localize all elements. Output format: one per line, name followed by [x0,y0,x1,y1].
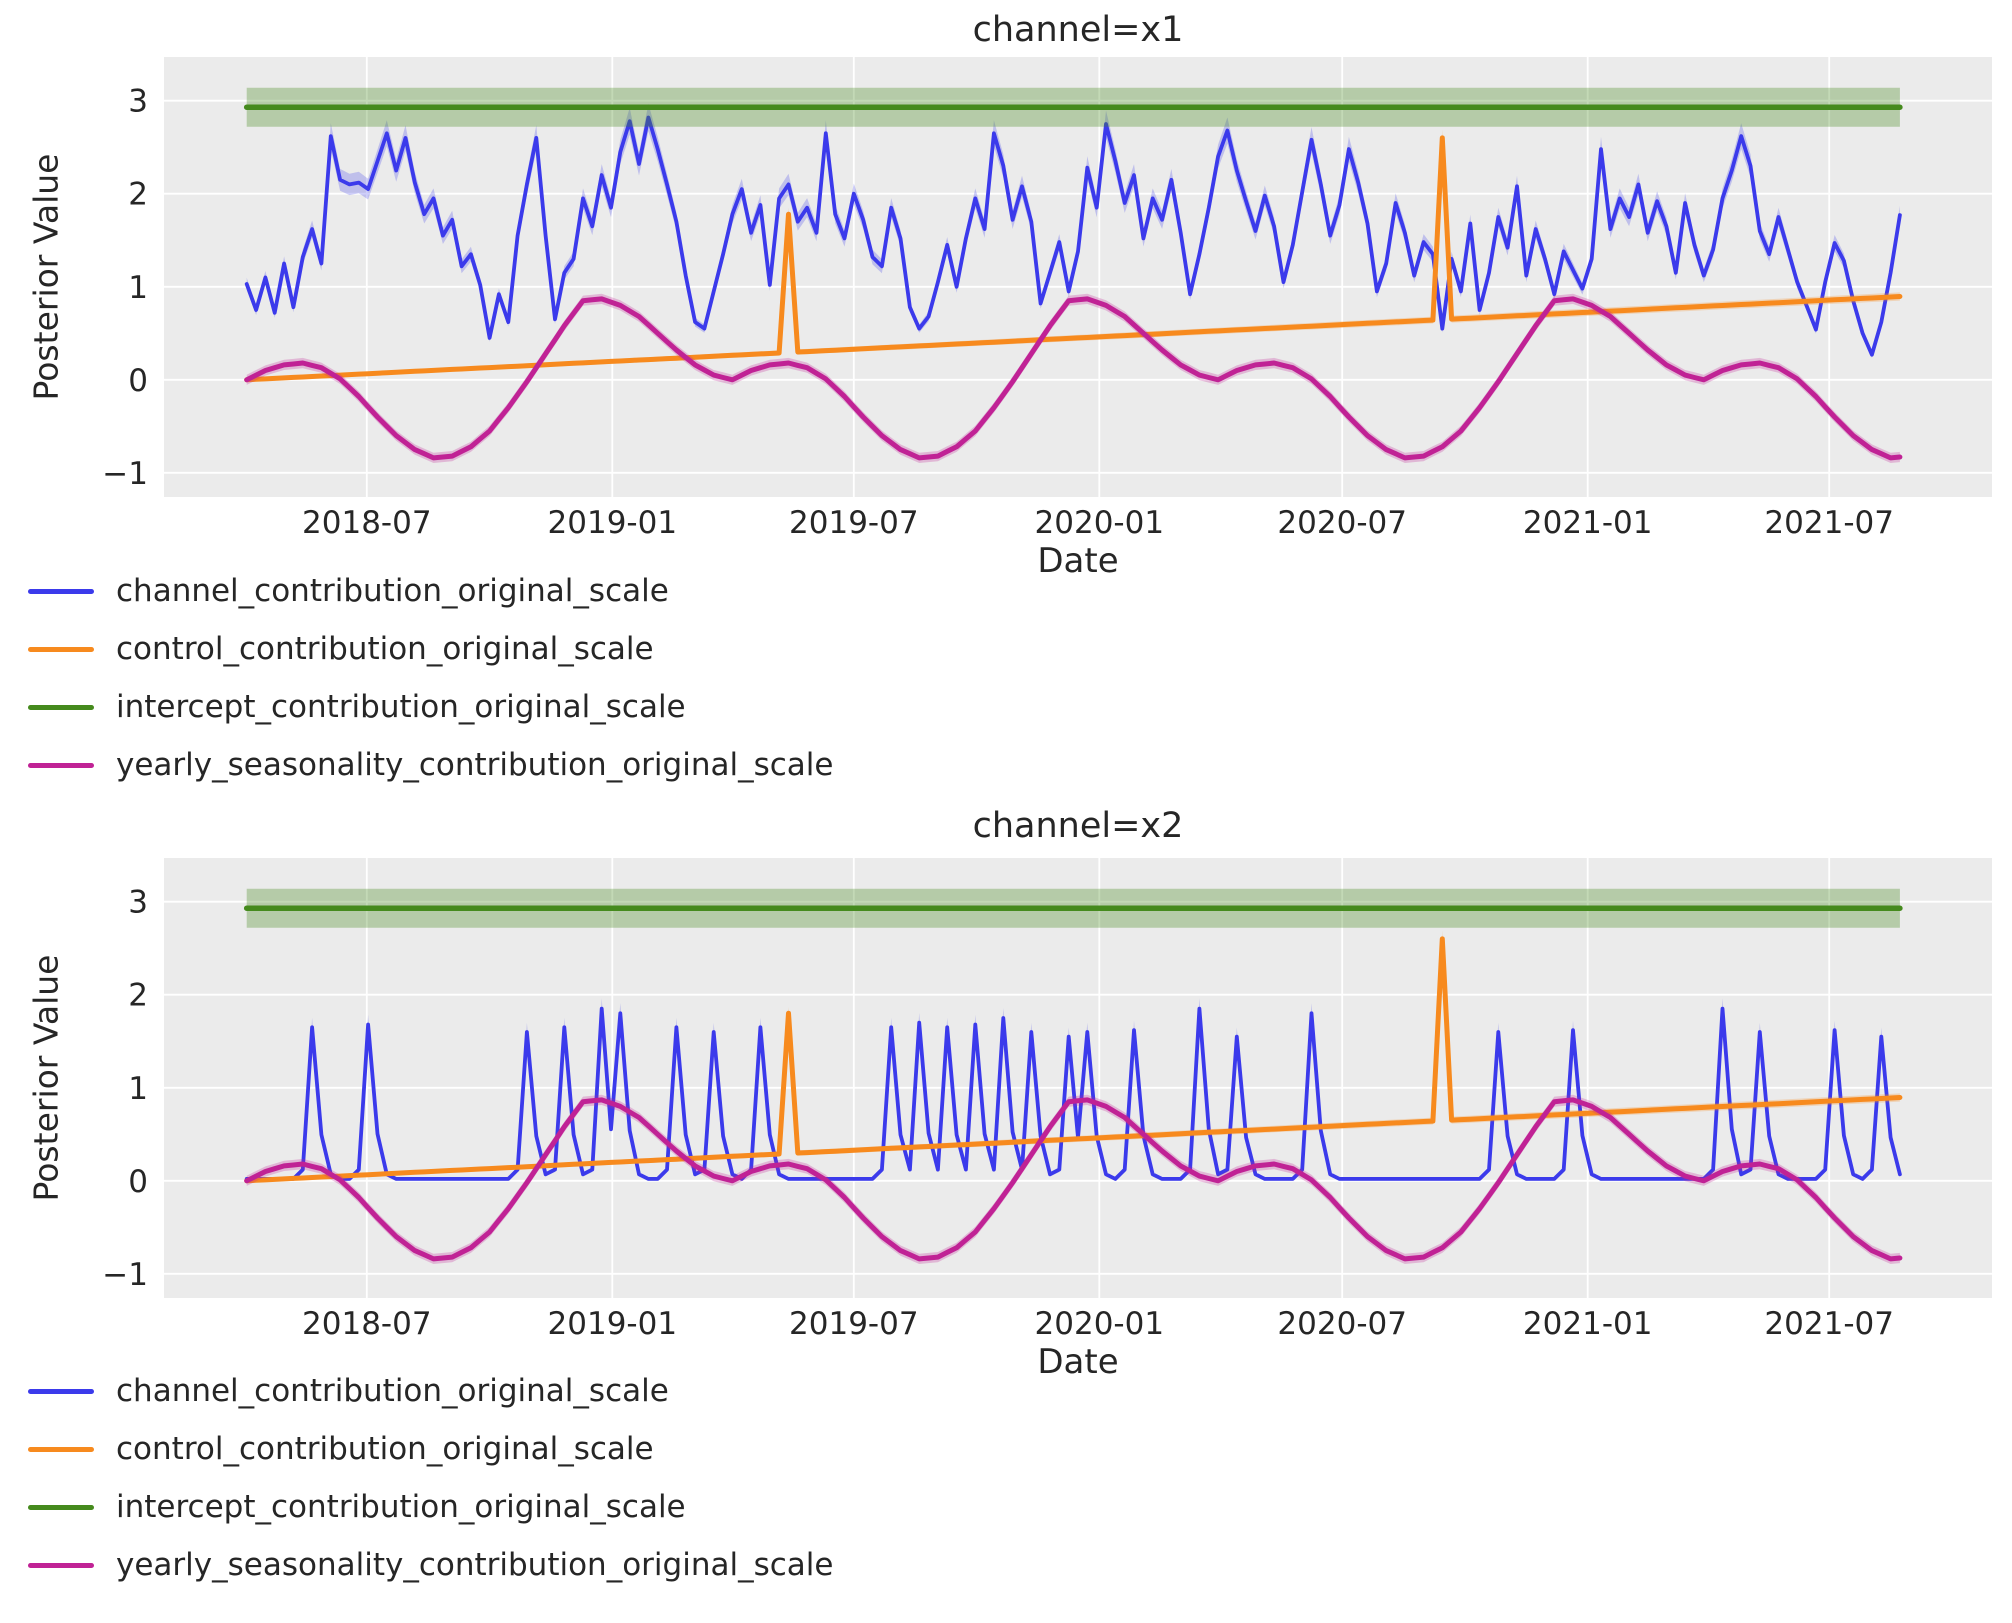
legend-item-seasonality: yearly_seasonality_contribution_original… [28,1536,833,1594]
x-tick-label: 2019-07 [789,1306,919,1342]
subplot-title-x2: channel=x2 [972,806,1184,846]
y-tick-label: 0 [128,363,148,399]
legend-swatch-seasonality [28,1562,94,1568]
x-tick-label: 2018-07 [302,505,432,541]
y-tick-label: 2 [128,177,148,213]
x-tick-label: 2021-01 [1523,1306,1653,1342]
y-tick-label: −1 [102,1257,148,1293]
x-tick-label: 2018-07 [302,1306,432,1342]
y-tick-label: −1 [102,456,148,492]
legend-label-channel: channel_contribution_original_scale [116,573,669,609]
legend-label-intercept: intercept_contribution_original_scale [116,689,686,725]
y-tick-label: 2 [128,978,148,1014]
legend-swatch-intercept [28,704,94,710]
x-tick-label: 2020-01 [1035,1306,1165,1342]
subplot-2: 2018-07 2019-01 2019-07 2020-01 2020-07 2021-… [102,858,1992,1342]
legend-label-control: control_contribution_original_scale [116,631,654,667]
legend-label-control: control_contribution_original_scale [116,1431,654,1467]
x-axis-label-x2: Date [1037,1342,1119,1382]
y-tick-label: 1 [128,1071,148,1107]
x-tick-label: 2019-07 [789,505,919,541]
legend-x2: channel_contribution_original_scale cont… [28,1362,833,1594]
legend-swatch-control [28,646,94,652]
y-tick-label: 3 [128,885,148,921]
legend-label-seasonality: yearly_seasonality_contribution_original… [116,1547,834,1583]
x-tick-label: 2020-01 [1035,505,1165,541]
legend-item-channel: channel_contribution_original_scale [28,1362,833,1420]
legend-label-intercept: intercept_contribution_original_scale [116,1489,686,1525]
legend-swatch-control [28,1446,94,1452]
subplot-1: 2018-07 2019-01 2019-07 2020-01 2020-07 2021-… [102,57,1992,541]
legend-x1: channel_contribution_original_scale cont… [28,562,833,794]
x-tick-label: 2021-01 [1523,505,1653,541]
y-axis-label-x1: Posterior Value [26,153,66,401]
subplot-title-x1: channel=x1 [972,10,1184,50]
y-tick-label: 0 [128,1164,148,1200]
legend-label-channel: channel_contribution_original_scale [116,1373,669,1409]
x-tick-label: 2020-07 [1277,505,1407,541]
y-axis-label-x2: Posterior Value [26,954,66,1202]
legend-swatch-intercept [28,1504,94,1510]
legend-item-intercept: intercept_contribution_original_scale [28,678,833,736]
legend-item-control: control_contribution_original_scale [28,1420,833,1478]
x-tick-label: 2021-07 [1764,505,1894,541]
x-tick-label: 2019-01 [548,505,678,541]
legend-label-seasonality: yearly_seasonality_contribution_original… [116,747,834,783]
legend-item-channel: channel_contribution_original_scale [28,562,833,620]
y-tick-label: 1 [128,270,148,306]
x-tick-label: 2021-07 [1764,1306,1894,1342]
x-tick-label: 2020-07 [1277,1306,1407,1342]
legend-swatch-channel [28,588,94,594]
legend-item-intercept: intercept_contribution_original_scale [28,1478,833,1536]
legend-item-seasonality: yearly_seasonality_contribution_original… [28,736,833,794]
legend-swatch-seasonality [28,762,94,768]
legend-swatch-channel [28,1388,94,1394]
x-axis-label-x1: Date [1037,541,1119,581]
y-tick-label: 3 [128,84,148,120]
x-tick-label: 2019-01 [548,1306,678,1342]
legend-item-control: control_contribution_original_scale [28,620,833,678]
